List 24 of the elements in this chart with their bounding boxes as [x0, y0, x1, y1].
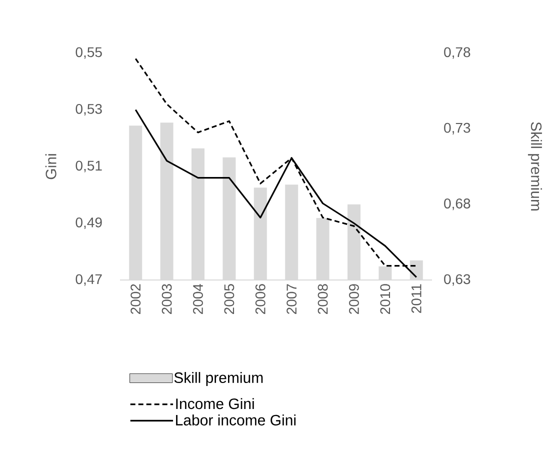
- y2-tick-label: 0,63: [444, 274, 470, 286]
- x-tick-label: 2003: [162, 284, 172, 314]
- y-tick-label: 0,53: [76, 104, 102, 116]
- x-tick-label: 2007: [286, 284, 297, 314]
- x-tick-label: 2010: [380, 284, 390, 314]
- y2-tick-label: 0,78: [444, 47, 470, 59]
- x-tick-label: 2005: [224, 284, 234, 314]
- y-tick-label: 0,47: [76, 274, 102, 286]
- x-tick-label: 2004: [193, 284, 203, 314]
- legend-label: Labor income Gini: [176, 414, 296, 426]
- y-tick-label: 0,51: [76, 160, 102, 172]
- x-tick-label: 2008: [318, 284, 328, 314]
- x-tick-label: 2006: [255, 284, 266, 314]
- y-axis-title: Gini: [45, 154, 56, 180]
- x-tick-label: 2002: [130, 284, 141, 314]
- x-tick-label: 2011: [411, 284, 422, 313]
- y-tick-label: 0,55: [76, 47, 102, 59]
- y2-axis-title: Skill premium: [528, 122, 542, 210]
- y2-tick-label: 0,68: [444, 198, 470, 210]
- y2-tick-label: 0,73: [444, 122, 470, 134]
- x-tick-label: 2009: [349, 284, 359, 314]
- legend-label: Income Gini: [176, 398, 254, 410]
- legend-label: Skill premium: [174, 372, 263, 386]
- y-tick-label: 0,49: [76, 217, 102, 230]
